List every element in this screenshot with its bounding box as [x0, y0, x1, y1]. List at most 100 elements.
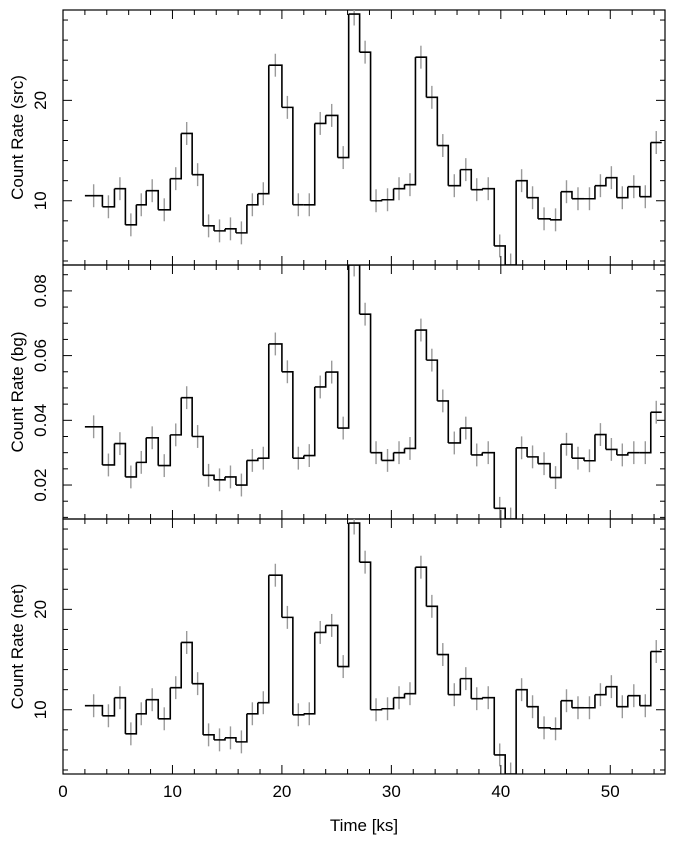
step-segment	[348, 13, 361, 53]
step-segment	[114, 442, 127, 477]
step-segment	[627, 694, 641, 706]
step-segment	[448, 428, 462, 444]
step-segment	[325, 624, 339, 667]
step-segment	[158, 178, 172, 211]
step-segment	[192, 682, 204, 735]
y-axis-label: Count Rate (src)	[8, 75, 27, 200]
step-segment	[257, 575, 270, 704]
step-segment	[594, 177, 607, 187]
step-segment	[550, 191, 562, 221]
step-segment	[437, 400, 450, 443]
step-segment	[257, 343, 270, 459]
step-segment	[181, 396, 193, 437]
step-segment	[426, 359, 439, 401]
step-segment	[268, 574, 283, 618]
step-segment	[437, 653, 450, 695]
step-segment	[393, 448, 406, 454]
step-segment	[527, 705, 539, 728]
step-segment	[170, 133, 183, 180]
step-segment	[616, 186, 629, 199]
step-segment	[303, 123, 316, 206]
step-segment	[550, 700, 562, 730]
step-segment	[125, 713, 138, 735]
step-segment	[246, 702, 259, 715]
step-segment	[146, 436, 160, 466]
step-segment	[84, 194, 104, 207]
step-segment	[561, 443, 573, 459]
step-segment	[158, 687, 172, 720]
plot-frame	[62, 518, 666, 775]
step-segment	[224, 228, 237, 233]
x-tick-label: 20	[272, 782, 291, 801]
step-segment	[505, 689, 517, 774]
step-segment	[348, 522, 361, 563]
step-segment	[505, 180, 517, 265]
step-segment	[136, 437, 147, 464]
step-segment	[281, 370, 294, 459]
y-axis-label: Count Rate (bg)	[8, 332, 27, 453]
step-segment	[170, 397, 183, 436]
step-segment	[158, 434, 172, 467]
step-segment	[561, 190, 573, 199]
step-segment	[482, 187, 496, 246]
step-segment	[527, 196, 539, 219]
step-segment	[605, 685, 618, 707]
step-segment	[325, 114, 339, 158]
step-segment	[359, 313, 372, 453]
step-segment	[114, 696, 127, 734]
step-segment	[281, 106, 294, 205]
step-segment	[594, 433, 607, 450]
step-segment	[170, 642, 183, 689]
step-segment	[460, 677, 473, 699]
step-segment	[303, 632, 316, 715]
x-tick-label: 30	[382, 782, 401, 801]
panel-2: 0.02 0.04 0.06 0.08 Count Rate (bg)	[8, 264, 666, 520]
step-segment	[639, 142, 652, 198]
step-segment	[370, 451, 383, 461]
step-segment	[314, 115, 327, 125]
step-segment	[448, 169, 462, 187]
y-tick-label: 10	[31, 700, 50, 719]
step-segment	[203, 474, 215, 480]
y-tick-label: 20	[31, 91, 50, 110]
step-segment	[460, 427, 473, 455]
step-segment	[393, 184, 406, 190]
step-segment	[404, 57, 417, 186]
y-axis-label: Count Rate (net)	[8, 584, 27, 710]
step-segment	[268, 343, 283, 372]
step-segment	[303, 386, 316, 457]
step-segment	[146, 698, 160, 719]
step-segment	[404, 330, 417, 450]
step-segment	[192, 173, 204, 226]
step-segment	[348, 265, 361, 315]
step-segment	[224, 737, 237, 742]
step-segment	[426, 605, 439, 655]
step-segment	[102, 697, 116, 717]
step-segment	[337, 523, 350, 668]
step-segment	[550, 444, 562, 479]
step-segment	[605, 448, 618, 455]
x-tick-label: 10	[163, 782, 182, 801]
x-tick-label: 50	[601, 782, 620, 801]
step-segment	[325, 371, 339, 429]
step-segment	[494, 245, 506, 265]
step-segment	[448, 678, 462, 696]
step-segment	[314, 625, 327, 634]
step-segment	[102, 443, 116, 466]
x-tick-label: 0	[58, 782, 67, 801]
step-segment	[359, 561, 372, 710]
step-segment	[516, 688, 528, 707]
step-segment	[415, 566, 428, 607]
y-tick-label: 0.08	[31, 274, 50, 307]
step-segment	[616, 695, 629, 708]
step-segment	[114, 187, 127, 225]
step-segment	[538, 462, 551, 478]
step-segment	[224, 476, 237, 486]
plot-frame	[62, 9, 666, 266]
step-segment	[393, 693, 406, 699]
step-segment	[84, 425, 104, 465]
step-segment	[192, 435, 204, 476]
step-segment	[181, 132, 193, 175]
step-segment	[181, 641, 193, 684]
